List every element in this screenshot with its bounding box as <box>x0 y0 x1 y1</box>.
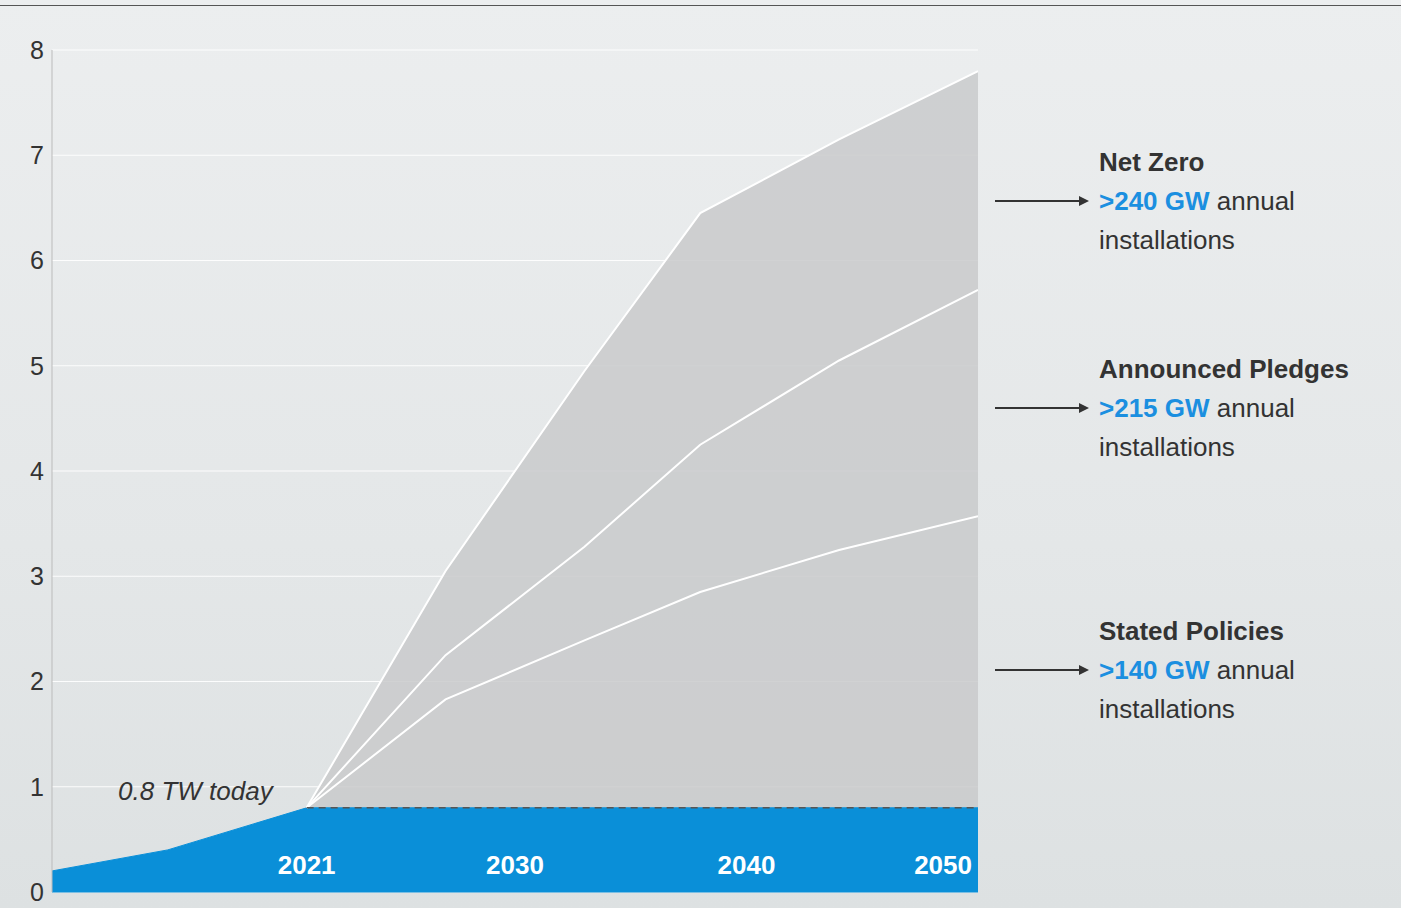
svg-text:0: 0 <box>30 878 44 906</box>
svg-text:5: 5 <box>30 352 44 380</box>
svg-text:7: 7 <box>30 141 44 169</box>
svg-text:0.8 TW today: 0.8 TW today <box>118 776 275 806</box>
svg-text:2: 2 <box>30 667 44 695</box>
svg-text:2021: 2021 <box>278 850 336 880</box>
svg-text:2040: 2040 <box>718 850 776 880</box>
html-text:>240 GW annual installations: >240 GW annual installations <box>1099 186 1295 255</box>
svg-text:2050: 2050 <box>914 850 972 880</box>
svg-text:1: 1 <box>30 773 44 801</box>
svg-text:2030: 2030 <box>486 850 544 880</box>
svg-text:6: 6 <box>30 246 44 274</box>
html-text:Stated Policies: Stated Policies <box>1099 616 1284 646</box>
svg-text:8: 8 <box>30 36 44 64</box>
html-text:Net Zero: Net Zero <box>1099 147 1205 177</box>
html-text:>215 GW annual installations: >215 GW annual installations <box>1099 393 1295 462</box>
html-text:>140 GW annual installations: >140 GW annual installations <box>1099 655 1295 724</box>
html-text:Announced Pledges: Announced Pledges <box>1099 354 1349 384</box>
svg-text:3: 3 <box>30 562 44 590</box>
svg-text:4: 4 <box>30 457 44 485</box>
